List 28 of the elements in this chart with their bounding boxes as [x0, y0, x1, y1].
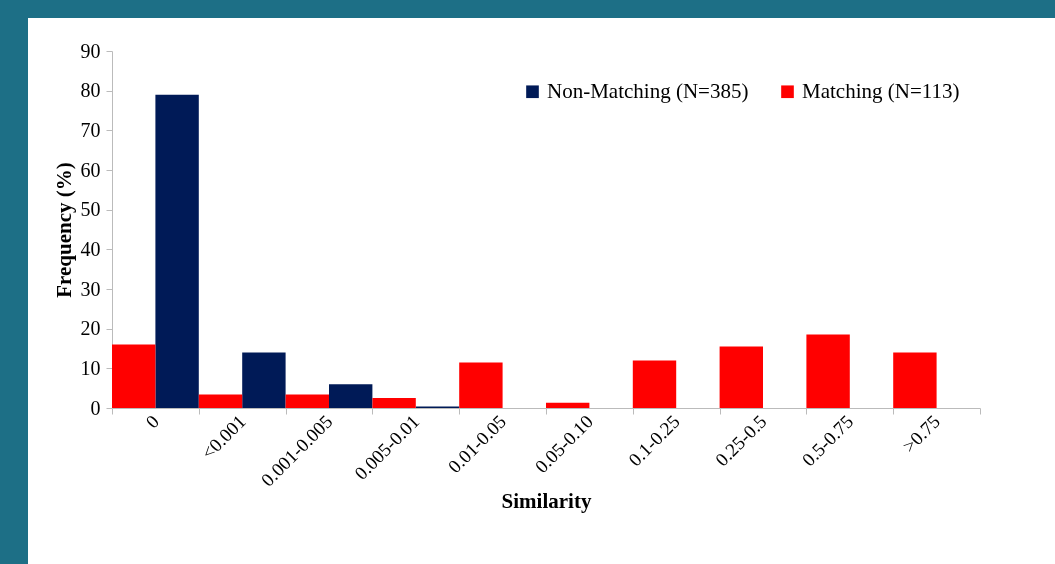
y-tick-label: 60 — [80, 158, 101, 181]
y-tick-label: 90 — [80, 39, 101, 62]
y-tick-label: 50 — [80, 198, 101, 221]
y-tick-label: 20 — [80, 317, 101, 340]
bar — [719, 346, 763, 408]
y-tick-label: 40 — [80, 237, 101, 260]
y-tick-label: 30 — [80, 277, 101, 300]
legend-label: Matching (N=113) — [802, 78, 960, 103]
bar — [329, 384, 373, 408]
bar — [893, 352, 937, 408]
bar — [112, 344, 156, 408]
legend-label: Non-Matching (N=385) — [547, 78, 749, 103]
x-tick-label: 0 — [141, 410, 163, 433]
bar — [285, 394, 329, 408]
bar — [155, 94, 199, 408]
bar — [546, 402, 590, 408]
y-tick-label: 70 — [80, 118, 101, 141]
bar — [198, 394, 243, 408]
y-axis-title: Frequency (%) — [51, 162, 76, 298]
bar — [242, 352, 286, 408]
bar — [459, 362, 503, 408]
y-tick-label: 0 — [90, 396, 101, 419]
y-tick-label: 10 — [80, 356, 101, 379]
bar — [806, 334, 850, 408]
x-axis-title: Similarity — [501, 488, 592, 513]
bar — [632, 360, 677, 408]
bar — [372, 398, 416, 408]
y-tick-label: 80 — [80, 79, 101, 102]
